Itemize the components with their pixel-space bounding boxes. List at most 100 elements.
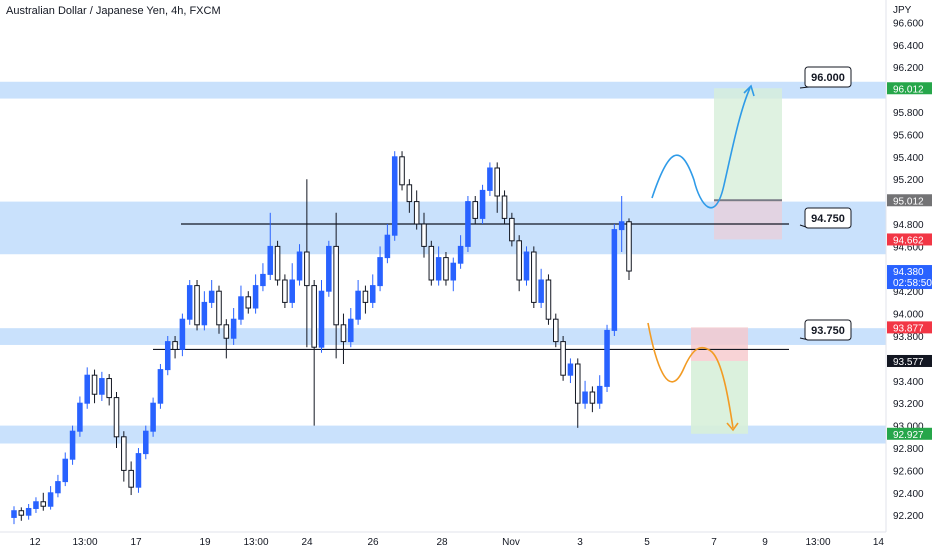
candle-body	[260, 273, 266, 287]
candle-body	[435, 257, 442, 281]
candle-body	[472, 201, 479, 219]
candle-body	[509, 217, 515, 242]
candle-body	[282, 279, 288, 303]
y-tick-label: 93.000	[893, 422, 924, 433]
candle-body	[55, 481, 61, 494]
target-label: 96.012	[893, 84, 924, 95]
bearish-projection-arrow	[647, 322, 734, 429]
chart-title: Australian Dollar / Japanese Yen, 4h, FX…	[6, 5, 221, 17]
x-tick-label: 19	[199, 537, 211, 548]
x-tick-label: 24	[301, 537, 313, 548]
candle-body	[362, 290, 369, 303]
candle-body	[106, 378, 112, 399]
candle-body	[194, 285, 200, 326]
sr-zone-0	[0, 81, 886, 99]
candle-body	[77, 402, 83, 432]
y-tick-label: 94.000	[893, 310, 924, 321]
candle-body	[128, 469, 134, 488]
long-position-loss-zone	[714, 200, 782, 240]
candle-body	[47, 492, 54, 507]
stop-tag	[887, 233, 932, 246]
candle-body	[69, 430, 76, 460]
candle-body	[443, 257, 449, 281]
sr-zone-2	[0, 328, 886, 345]
candle-body	[143, 430, 149, 455]
candle-body	[501, 195, 508, 219]
y-tick-label: 93.800	[893, 332, 924, 343]
callout-box	[804, 66, 852, 88]
short-position-profit-zone	[691, 360, 748, 434]
candle-body	[494, 167, 500, 197]
short-target-tag	[887, 427, 932, 440]
candle-body	[91, 374, 98, 395]
candle-body	[25, 507, 32, 516]
candle-body	[186, 285, 193, 320]
y-tick-label: 95.400	[893, 153, 924, 164]
y-tick-label: 92.400	[893, 489, 924, 500]
candle-body	[172, 341, 178, 350]
candle-body	[596, 385, 603, 404]
candle-body	[604, 329, 610, 387]
candle-body	[333, 245, 339, 326]
x-tick-label: 13:00	[805, 537, 830, 548]
y-tick-label: 92.600	[893, 466, 924, 477]
candle-body	[252, 285, 259, 309]
current-sub-label: 02:58:50	[893, 278, 932, 289]
candle-body	[311, 285, 317, 348]
y-tick-label: 95.200	[893, 175, 924, 186]
candle-body	[157, 369, 164, 404]
callout-label: 93.750	[811, 325, 845, 337]
candle-body	[274, 245, 281, 281]
x-tick-label: 3	[577, 537, 583, 548]
levels-layer	[153, 223, 789, 351]
x-tick-label: 9	[762, 537, 768, 548]
entry-label: 95.012	[893, 196, 924, 207]
price-axis[interactable]: JPY 92.200 92.400 92.600 92.800 93.000 93.200…	[885, 0, 932, 550]
short-stop-tag	[887, 321, 932, 334]
candle-body	[304, 251, 310, 287]
y-tick-label: 93.200	[893, 399, 924, 410]
short-stop-label: 93.877	[893, 323, 924, 334]
time-axis[interactable]: 12 13:00 17 19 13:00 24 26 28 Nov 3 5 7 9 13:00 14	[0, 531, 886, 548]
y-tick-label: 95.800	[893, 108, 924, 119]
candle-body	[230, 318, 237, 339]
x-tick-label: 13:00	[243, 537, 268, 548]
candle-body	[523, 251, 530, 281]
candle-body	[216, 290, 222, 326]
candle-body	[487, 167, 493, 191]
callouts-layer[interactable]: 96.000 94.750 93.750	[799, 66, 852, 341]
candles-layer	[11, 151, 632, 525]
candle-body	[545, 279, 552, 320]
candle-body	[267, 245, 274, 275]
candle-body	[553, 318, 559, 343]
y-tick-label: 94.800	[893, 220, 924, 231]
y-tick-label: 94.200	[893, 287, 924, 298]
callout-label: 94.750	[811, 213, 845, 225]
x-tick-label: 13:00	[72, 537, 97, 548]
candle-body	[618, 221, 625, 231]
candle-body	[574, 363, 581, 404]
candle-body	[289, 279, 295, 303]
candle-body	[450, 262, 457, 281]
bearish-arrow-head	[726, 422, 739, 432]
candle-body	[223, 324, 230, 339]
candle-body	[326, 245, 332, 292]
y-tick-label: 95.600	[893, 130, 924, 141]
candle-body	[589, 391, 596, 404]
x-tick-label: 26	[367, 537, 379, 548]
arrows-layer	[647, 84, 755, 432]
candle-body	[384, 234, 391, 259]
y-tick-label: 96.600	[893, 18, 924, 29]
y-tick-label: 96.200	[893, 63, 924, 74]
short-position-loss-zone	[691, 327, 748, 361]
current-label: 94.380	[893, 267, 924, 278]
candle-body	[406, 184, 413, 203]
x-tick-label: 28	[436, 537, 448, 548]
bullish-arrow-head	[743, 84, 755, 97]
candle-body	[238, 296, 244, 320]
candle-body	[40, 501, 47, 507]
target-tag	[887, 82, 932, 95]
currency-label: JPY	[893, 5, 912, 16]
